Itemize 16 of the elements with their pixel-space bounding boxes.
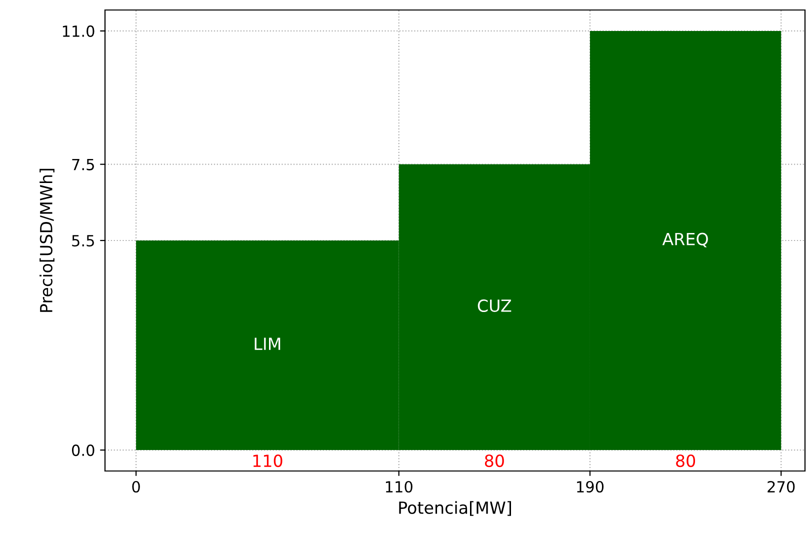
- x-tick-label: 110: [386, 480, 412, 493]
- annotation: AREQ: [662, 232, 708, 248]
- y-tick-label: 5.5: [72, 235, 94, 247]
- x-axis-title: Potencia[MW]: [399, 501, 511, 516]
- x-tick-label: 0: [132, 480, 140, 493]
- y-tick-label: 0.0: [72, 444, 94, 456]
- y-tick-label: 11.0: [62, 25, 94, 37]
- x-tick-label: 190: [577, 480, 604, 493]
- annotation: 80: [676, 454, 696, 468]
- y-tick-label: 7.5: [72, 158, 94, 170]
- y-axis-title: Precio[USD/MWh]: [40, 168, 54, 312]
- x-tick-label: 270: [768, 480, 795, 493]
- annotation: LIM: [254, 338, 280, 350]
- annotation: 110: [253, 454, 282, 468]
- annotation: 80: [484, 454, 504, 468]
- annotation: CUZ: [478, 299, 512, 312]
